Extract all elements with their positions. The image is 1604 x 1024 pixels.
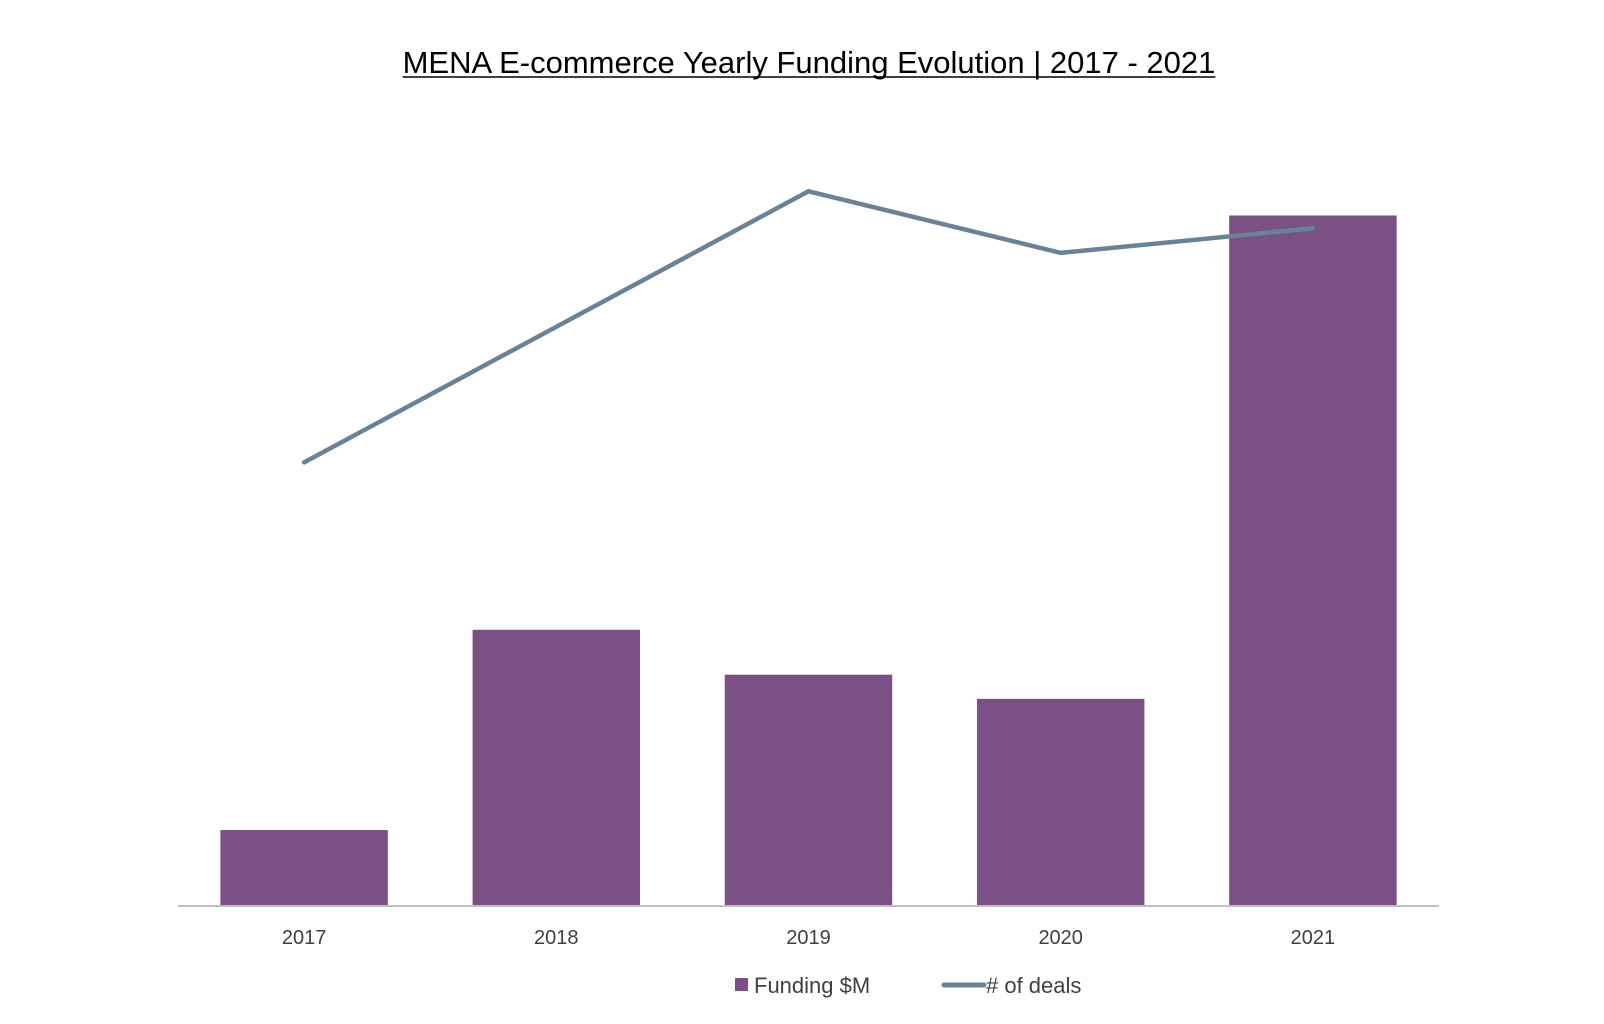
- x-tick-label-2020: 2020: [1038, 927, 1083, 949]
- x-tick-label-2021: 2021: [1291, 927, 1336, 949]
- x-tick-label-2018: 2018: [534, 927, 579, 949]
- bar-2021: [1229, 215, 1397, 906]
- legend-label-deals: # of deals: [986, 973, 1081, 998]
- bar-2017: [220, 830, 388, 906]
- legend-label-funding: Funding $M: [754, 973, 870, 998]
- legend-swatch-funding: [735, 978, 748, 991]
- bar-2018: [472, 629, 641, 906]
- bar-2020: [976, 698, 1145, 906]
- x-tick-label-2019: 2019: [786, 927, 831, 949]
- legend: Funding $M # of deals: [735, 973, 1081, 998]
- bar-2019: [724, 674, 893, 906]
- x-axis-ticks: 2017 2018 2019 2020 2021: [282, 927, 1335, 949]
- bar-series: [220, 215, 1397, 906]
- line-series: [301, 188, 1316, 465]
- chart-title: MENA E-commerce Yearly Funding Evolution…: [403, 45, 1216, 80]
- deals-line: [301, 188, 1316, 465]
- x-tick-label-2017: 2017: [282, 927, 327, 949]
